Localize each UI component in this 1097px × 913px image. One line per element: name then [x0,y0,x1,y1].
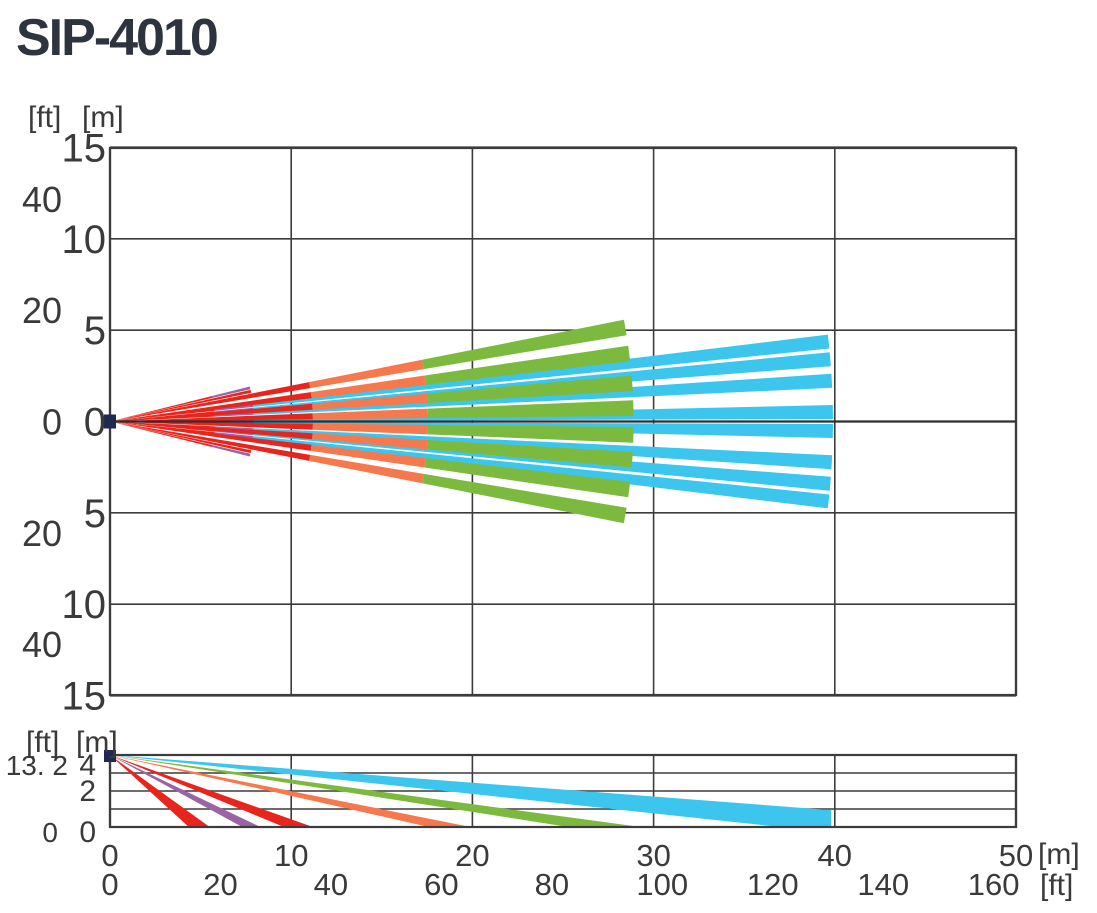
side-view-unit-ft-label: [ft] [26,726,59,759]
detection-finger-segment-red [110,421,312,451]
detection-finger-segment-orange [312,393,428,410]
detection-finger-segment-green [426,440,633,468]
side-y-tick-ft: 0 [42,817,58,848]
x-axis-tick-m: 50 [999,838,1033,873]
top-view-sensor-marker [104,414,116,429]
side-y-tick-m: 4 [79,749,96,782]
side-beam-red [110,755,313,827]
detection-finger-segment-green [427,424,634,443]
x-axis-tick-ft: 160 [968,867,1020,902]
top-y-tick-m: 10 [62,218,107,262]
detection-finger-segment-orange [312,433,428,450]
x-axis-ft-unit-label: [ft] [1040,869,1073,902]
x-axis-tick-m: 40 [818,838,852,873]
x-axis-tick-ft: 20 [203,867,237,902]
top-view-beams [110,319,833,524]
side-view-axis-overlay [104,750,1018,829]
top-y-tick-m: 15 [62,126,107,170]
detection-finger-segment-green [424,345,631,385]
detection-finger-segment-red [110,411,215,422]
side-y-tick-m: 0 [79,816,96,849]
detection-finger-segment-red [110,421,252,454]
detection-finger-segment-red [110,421,215,432]
detection-finger-segment-green [427,400,634,419]
detection-finger-segment-red [110,413,313,422]
detection-finger-segment-red [110,389,252,422]
top-y-tick-m: 0 [84,401,106,445]
detection-finger-segment-orange [310,375,426,399]
detection-finger-segment-red [110,396,213,422]
x-axis-m-unit-label: [m] [1038,838,1080,871]
top-y-tick-m: 5 [84,309,106,353]
top-y-tick-ft: 0 [42,402,62,443]
top-view-unit-m-label: [m] [82,101,124,134]
side-beam-orange [110,755,471,827]
side-beam-red [110,755,210,827]
top-view-axis-overlay [104,146,1018,697]
side-y-tick-ft: 13. 2 [6,750,68,781]
x-axis-tick-ft: 140 [857,867,909,902]
side-view-border [108,753,1018,829]
x-axis-tick-ft: 100 [636,867,688,902]
detection-finger-segment-green [422,319,627,370]
top-y-tick-ft: 40 [22,624,62,665]
detection-finger-segment-red [110,421,213,447]
detection-finger-segment-red [110,403,313,422]
side-view-unit-m-label: [m] [76,726,118,759]
detection-finger-segment-orange [309,454,424,484]
detection-finger-segment-orange [310,444,426,468]
detection-finger-segment-purple [212,386,251,398]
detection-finger-segment-orange [309,359,424,389]
detection-finger-segment-cyan [253,432,831,491]
top-y-tick-ft: 40 [22,179,62,220]
detection-finger-segment-red [110,421,311,461]
top-view-unit-ft-label: [ft] [28,101,61,134]
x-axis-tick-ft: 80 [535,867,569,902]
top-y-tick-ft: 20 [22,290,62,331]
top-y-tick-ft: 20 [22,513,62,554]
x-axis-tick-ft: 120 [747,867,799,902]
detection-finger-segment-red [110,421,313,430]
detection-finger-segment-green [426,375,633,403]
side-beam-purple [110,755,261,827]
detection-finger-segment-green [424,458,631,498]
x-axis-tick-m: 20 [455,838,489,873]
top-y-tick-m: 5 [84,492,106,536]
x-axis-tick-m: 10 [274,838,308,873]
x-axis-tick-m: 30 [636,838,670,873]
detection-finger-segment-orange [312,423,428,435]
top-y-tick-m: 10 [62,583,107,627]
x-axis-tick-ft: 60 [424,867,458,902]
detection-finger-segment-purple [212,445,251,457]
x-axis-tick-m: 0 [101,838,118,873]
side-view-beams [110,755,832,827]
x-axis-tick-ft: 0 [101,867,118,902]
detection-finger-segment-green [422,473,627,524]
detection-finger-segment-orange [312,408,428,420]
top-y-tick-m: 15 [62,675,107,719]
side-beam-green [110,755,641,827]
detection-finger-segment-red [110,382,311,422]
x-axis-tick-ft: 40 [314,867,348,902]
detection-finger-segment-cyan [253,352,831,411]
detection-finger-segment-red [110,421,313,440]
side-y-tick-m: 2 [79,775,96,808]
page-title: SIP-4010 [16,9,219,67]
detection-finger-segment-red [110,392,312,422]
side-beam-cyan [110,755,832,827]
side-view-sensor-marker [104,750,116,762]
